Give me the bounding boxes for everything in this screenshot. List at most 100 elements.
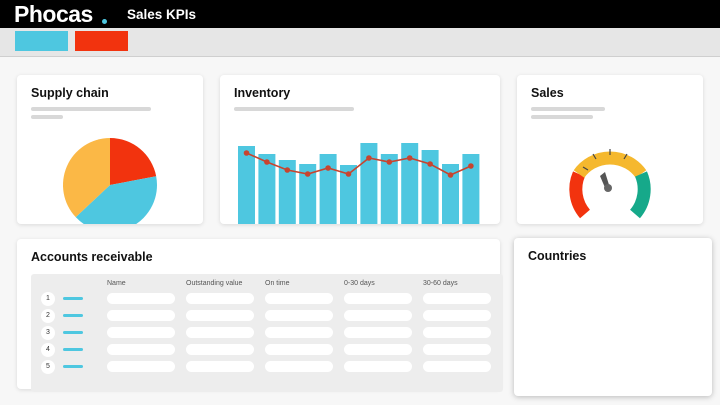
inventory-bar[interactable]: [340, 165, 357, 224]
supply-chain-pie-chart[interactable]: [17, 75, 203, 224]
sales-title: Sales: [531, 86, 564, 100]
table-row[interactable]: 4: [31, 342, 503, 358]
supply-chain-card[interactable]: Supply chain: [17, 75, 203, 224]
inventory-trend-point[interactable]: [447, 172, 454, 178]
inventory-title: Inventory: [234, 86, 291, 100]
table-cell[interactable]: [107, 361, 175, 372]
inventory-trend-point[interactable]: [468, 163, 474, 169]
table-cell[interactable]: [186, 327, 254, 338]
table-cell[interactable]: [423, 344, 491, 355]
table-cell[interactable]: [344, 310, 412, 321]
table-cell[interactable]: [265, 361, 333, 372]
toolbar-button-cyan[interactable]: [15, 31, 68, 51]
inventory-trend-point[interactable]: [427, 161, 433, 167]
inventory-bar[interactable]: [462, 154, 480, 224]
table-cell[interactable]: [186, 310, 254, 321]
column-header-outstanding[interactable]: Outstanding value: [186, 280, 243, 287]
row-indicator: [63, 331, 83, 334]
inventory-card[interactable]: Inventory: [220, 75, 500, 224]
toolbar-button-red[interactable]: [75, 31, 128, 51]
table-cell[interactable]: [423, 327, 491, 338]
table-row[interactable]: 3: [31, 325, 503, 341]
inventory-bar-chart[interactable]: [220, 75, 500, 224]
gauge-hub: [604, 184, 612, 192]
subtitle-placeholder: [531, 107, 605, 111]
subtitle-placeholder: [31, 107, 151, 111]
inventory-bar[interactable]: [380, 154, 398, 224]
sales-gauge[interactable]: [517, 75, 703, 224]
inventory-trend-point[interactable]: [325, 165, 331, 171]
table-cell[interactable]: [423, 293, 491, 304]
row-number: 1: [41, 292, 55, 306]
inventory-bar[interactable]: [299, 164, 317, 224]
table-cell[interactable]: [344, 344, 412, 355]
subtitle-placeholder: [531, 115, 593, 119]
table-cell[interactable]: [186, 344, 254, 355]
inventory-trend-point[interactable]: [386, 159, 393, 165]
gauge-tick: [582, 166, 589, 171]
accounts-table[interactable]: Name Outstanding value On time 0-30 days…: [31, 274, 503, 392]
table-cell[interactable]: [344, 293, 412, 304]
subtitle-placeholder: [234, 107, 354, 111]
table-cell[interactable]: [107, 310, 175, 321]
inventory-trend-point[interactable]: [284, 167, 291, 173]
dashboard-area: Supply chain Inventory Sales Accounts re…: [0, 57, 720, 405]
column-header-30-60[interactable]: 30-60 days: [423, 280, 458, 287]
column-header-0-30[interactable]: 0-30 days: [344, 280, 375, 287]
inventory-trend-point[interactable]: [366, 155, 372, 161]
top-bar: Phocas Sales KPIs: [0, 0, 720, 28]
table-cell[interactable]: [265, 293, 333, 304]
table-cell[interactable]: [344, 327, 412, 338]
countries-card[interactable]: Countries: [514, 238, 712, 396]
inventory-bar[interactable]: [258, 154, 276, 224]
inventory-bar[interactable]: [238, 146, 255, 224]
inventory-bar[interactable]: [442, 164, 459, 224]
pie-slice-red[interactable]: [110, 138, 157, 185]
table-cell[interactable]: [344, 361, 412, 372]
row-indicator: [63, 348, 83, 351]
gauge-segment-yellow: [573, 151, 647, 179]
sales-card[interactable]: Sales: [517, 75, 703, 224]
inventory-bar[interactable]: [401, 143, 419, 224]
gauge-tick: [623, 153, 628, 160]
column-header-on-time[interactable]: On time: [265, 280, 290, 287]
table-cell[interactable]: [265, 344, 333, 355]
pie-slice-cyan[interactable]: [75, 176, 157, 224]
accounts-receivable-title: Accounts receivable: [31, 250, 153, 264]
countries-title: Countries: [528, 249, 587, 263]
table-cell[interactable]: [107, 293, 175, 304]
table-cell[interactable]: [423, 361, 491, 372]
inventory-trend-point[interactable]: [243, 150, 250, 156]
row-indicator: [63, 297, 83, 300]
inventory-bar[interactable]: [278, 160, 296, 224]
inventory-trend-point[interactable]: [406, 155, 413, 161]
inventory-bar[interactable]: [319, 154, 337, 224]
table-cell[interactable]: [265, 310, 333, 321]
page-title: Sales KPIs: [127, 7, 197, 22]
table-cell[interactable]: [186, 361, 254, 372]
inventory-bar[interactable]: [360, 143, 378, 224]
supply-chain-title: Supply chain: [31, 86, 109, 100]
table-row[interactable]: 5: [31, 359, 503, 375]
inventory-trend-point[interactable]: [345, 171, 352, 177]
table-cell[interactable]: [186, 293, 254, 304]
table-cell[interactable]: [107, 327, 175, 338]
table-cell[interactable]: [107, 344, 175, 355]
logo-dot: [102, 19, 107, 24]
row-number: 5: [41, 360, 55, 374]
pie-slice-orange[interactable]: [62, 138, 110, 218]
phocas-logo[interactable]: Phocas: [14, 1, 93, 27]
inventory-bar[interactable]: [421, 150, 439, 224]
table-cell[interactable]: [423, 310, 491, 321]
inventory-trend-point[interactable]: [264, 159, 270, 165]
table-row[interactable]: 1: [31, 291, 503, 307]
table-row[interactable]: 2: [31, 308, 503, 324]
column-header-name[interactable]: Name: [107, 280, 126, 287]
row-indicator: [63, 314, 83, 317]
gauge-segment-red: [569, 171, 591, 219]
row-number: 4: [41, 343, 55, 357]
table-cell[interactable]: [265, 327, 333, 338]
accounts-receivable-card[interactable]: Accounts receivable Name Outstanding val…: [17, 239, 503, 392]
inventory-trend-point[interactable]: [304, 171, 311, 177]
row-number: 3: [41, 326, 55, 340]
